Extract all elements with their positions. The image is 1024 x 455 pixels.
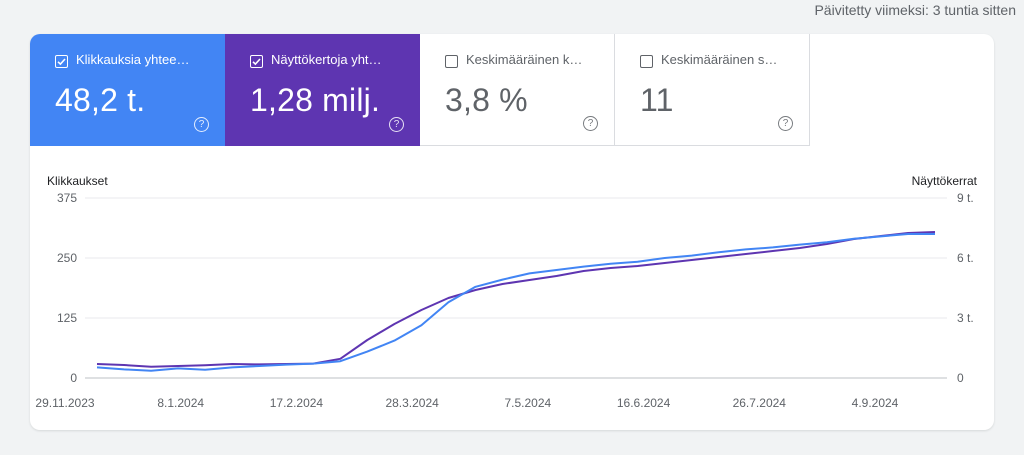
left-tick-label: 250: [57, 251, 77, 265]
metric-tile-position[interactable]: Keskimääräinen s… 11 ?: [615, 34, 810, 146]
chart-svg: Klikkaukset Näyttökerrat 0 0 125 3 t. 250 6 t…: [35, 174, 978, 410]
x-tick-label: 28.3.2024: [385, 396, 439, 410]
series-line-klikkaukset: [96, 233, 935, 372]
left-tick-label: 0: [70, 371, 77, 385]
metric-tile-ctr[interactable]: Keskimääräinen k… 3,8 % ?: [420, 34, 615, 146]
right-tick-label: 9 t.: [957, 191, 974, 205]
right-tick-label: 6 t.: [957, 251, 974, 265]
left-tick-label: 125: [57, 311, 77, 325]
x-tick-label: 26.7.2024: [733, 396, 787, 410]
right-tick-label: 0: [957, 371, 964, 385]
x-tick-label: 29.11.2023: [35, 396, 94, 410]
x-tick-label: 16.6.2024: [617, 396, 671, 410]
help-icon[interactable]: ?: [389, 117, 404, 132]
x-tick-label: 17.2.2024: [270, 396, 324, 410]
x-tick-label: 7.5.2024: [504, 396, 551, 410]
help-icon[interactable]: ?: [194, 117, 209, 132]
right-tick-label: 3 t.: [957, 311, 974, 325]
checkbox-checked-icon[interactable]: [250, 55, 263, 68]
checkbox-unchecked-icon[interactable]: [640, 55, 653, 68]
metric-tile-clicks[interactable]: Klikkauksia yhtee… 48,2 t. ?: [30, 34, 225, 146]
metric-label: Keskimääräinen s…: [661, 52, 778, 67]
metric-value: 1,28 milj.: [250, 82, 381, 118]
checkbox-checked-icon[interactable]: [55, 55, 68, 68]
last-updated-text: Päivitetty viimeksi: 3 tuntia sitten: [814, 2, 1016, 18]
metric-tile-impressions[interactable]: Näyttökertoja yht… 1,28 milj. ?: [225, 34, 420, 146]
metric-value: 11: [640, 82, 674, 118]
x-tick-label: 8.1.2024: [157, 396, 204, 410]
help-icon[interactable]: ?: [778, 116, 793, 131]
series-line-näyttökerrat: [96, 231, 936, 368]
right-axis-title: Näyttökerrat: [912, 174, 978, 188]
metric-label: Näyttökertoja yht…: [271, 52, 382, 67]
left-axis-title: Klikkaukset: [47, 174, 108, 188]
metric-value: 48,2 t.: [55, 82, 146, 118]
performance-card: Klikkauksia yhtee… 48,2 t. ? Näyttökerto…: [30, 34, 994, 430]
left-tick-label: 375: [57, 191, 77, 205]
metric-tiles: Klikkauksia yhtee… 48,2 t. ? Näyttökerto…: [30, 34, 810, 146]
metric-label: Klikkauksia yhtee…: [76, 52, 190, 67]
checkbox-unchecked-icon[interactable]: [445, 55, 458, 68]
x-tick-label: 4.9.2024: [852, 396, 899, 410]
metric-value: 3,8 %: [445, 82, 528, 118]
help-icon[interactable]: ?: [583, 116, 598, 131]
metric-label: Keskimääräinen k…: [466, 52, 583, 67]
performance-chart: Klikkaukset Näyttökerrat 0 0 125 3 t. 250 6 t…: [30, 162, 994, 430]
